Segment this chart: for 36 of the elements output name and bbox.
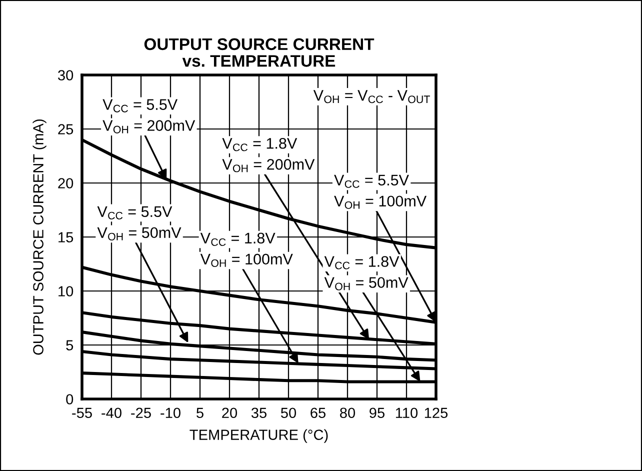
y-tick-label: 10 xyxy=(58,286,74,296)
y-tick-label: 30 xyxy=(58,70,74,80)
annotation: V$_{CC}$ = 5.5V xyxy=(97,206,172,220)
y-tick-label: 0 xyxy=(66,394,74,404)
x-tick-label: 5 xyxy=(196,408,204,418)
annotation: V$_{CC}$ = 1.8V xyxy=(222,138,298,152)
annotation: V$_{OH}$ = 50mV xyxy=(97,227,182,240)
chart-title: OUTPUT SOURCE CURRENT vs. TEMPERATURE xyxy=(144,38,374,67)
x-tick-label: -40 xyxy=(102,408,122,418)
x-tick-label: -25 xyxy=(131,408,151,418)
x-tick-label: 50 xyxy=(280,408,296,418)
y-tick-label: 5 xyxy=(66,340,74,350)
y-tick-label: 15 xyxy=(58,232,74,242)
x-tick-label: 125 xyxy=(424,408,448,418)
x-tick-label: -10 xyxy=(160,408,180,418)
y-axis-title: OUTPUT SOURCE CURRENT (mA) xyxy=(32,119,46,355)
x-tick-label: 110 xyxy=(396,408,418,418)
annotation: V$_{CC}$ = 5.5V xyxy=(334,174,409,188)
x-tick-label: 20 xyxy=(222,408,238,418)
annotation: V$_{OH}$ = 100mV xyxy=(334,196,427,209)
annotation: V$_{OH}$ = 200mV xyxy=(222,158,315,172)
annotation: V$_{OH}$ = 100mV xyxy=(200,254,293,267)
annotation: V$_{CC}$ = 5.5V xyxy=(102,99,178,112)
x-axis-title: TEMPERATURE (°C) xyxy=(190,429,328,443)
annotation: V$_{CC}$ = 1.8V xyxy=(324,256,400,270)
annotation: V$_{OH}$ = V$_{CC}$ - V$_{OUT}$ xyxy=(313,90,430,104)
x-tick-label: 35 xyxy=(251,408,266,418)
y-tick-label: 25 xyxy=(58,124,74,134)
annotation: V$_{OH}$ = 200mV xyxy=(102,120,196,134)
annotation: V$_{CC}$ = 1.8V xyxy=(200,232,276,246)
annotation: V$_{OH}$ = 50mV xyxy=(324,277,408,290)
x-tick-label: 65 xyxy=(310,408,326,418)
x-tick-label: 80 xyxy=(340,408,356,418)
y-tick-label: 20 xyxy=(58,178,74,188)
x-tick-label: 95 xyxy=(370,408,384,418)
x-tick-label: -55 xyxy=(72,408,92,418)
